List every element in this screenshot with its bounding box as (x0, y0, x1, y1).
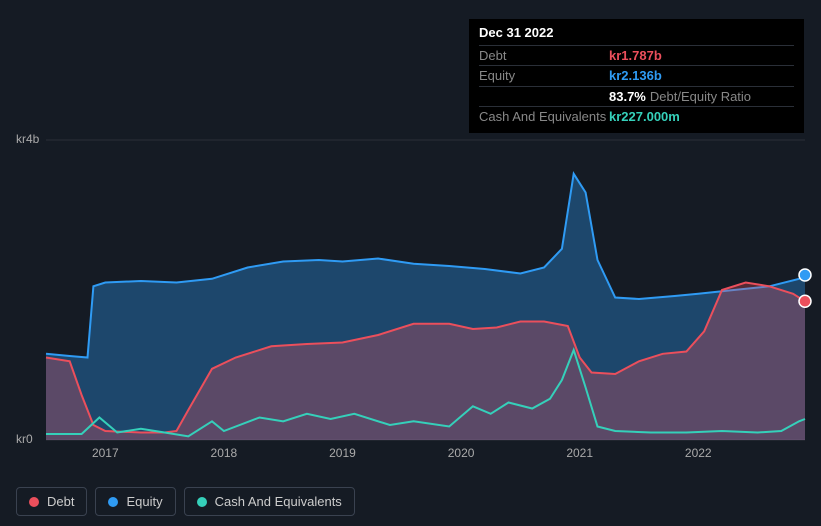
legend-dot-icon (108, 497, 118, 507)
x-axis-label: 2022 (685, 446, 712, 460)
chart-container: kr4b kr0 2017 2018 2019 2020 2021 2022 (16, 120, 805, 465)
tooltip-row: Debtkr1.787b (479, 45, 794, 66)
legend-dot-icon (29, 497, 39, 507)
tooltip-row: 83.7%Debt/Equity Ratio (479, 86, 794, 107)
tooltip-date: Dec 31 2022 (479, 25, 794, 41)
chart-plot[interactable] (46, 140, 805, 440)
legend-item[interactable]: Equity (95, 487, 175, 516)
legend-item[interactable]: Cash And Equivalents (184, 487, 355, 516)
legend-label: Cash And Equivalents (215, 494, 342, 509)
chart-tooltip: Dec 31 2022 Debtkr1.787bEquitykr2.136b83… (469, 19, 804, 133)
x-axis-label: 2017 (92, 446, 119, 460)
tooltip-label (479, 89, 609, 105)
series-end-marker (799, 269, 811, 281)
legend-dot-icon (197, 497, 207, 507)
series-end-marker (799, 295, 811, 307)
legend-label: Debt (47, 494, 74, 509)
y-axis-label: kr4b (16, 132, 39, 146)
legend-item[interactable]: Debt (16, 487, 87, 516)
y-axis-label: kr0 (16, 432, 33, 446)
x-axis-label: 2021 (566, 446, 593, 460)
tooltip-label: Equity (479, 68, 609, 84)
x-axis-label: 2020 (448, 446, 475, 460)
x-axis-label: 2018 (211, 446, 238, 460)
legend-label: Equity (126, 494, 162, 509)
tooltip-label: Debt (479, 48, 609, 64)
tooltip-value: kr2.136b (609, 68, 662, 84)
tooltip-value-sub: Debt/Equity Ratio (650, 89, 751, 105)
tooltip-value: 83.7% (609, 89, 646, 105)
x-axis-label: 2019 (329, 446, 356, 460)
tooltip-value: kr1.787b (609, 48, 662, 64)
tooltip-row: Equitykr2.136b (479, 65, 794, 86)
chart-legend: Debt Equity Cash And Equivalents (16, 487, 355, 516)
